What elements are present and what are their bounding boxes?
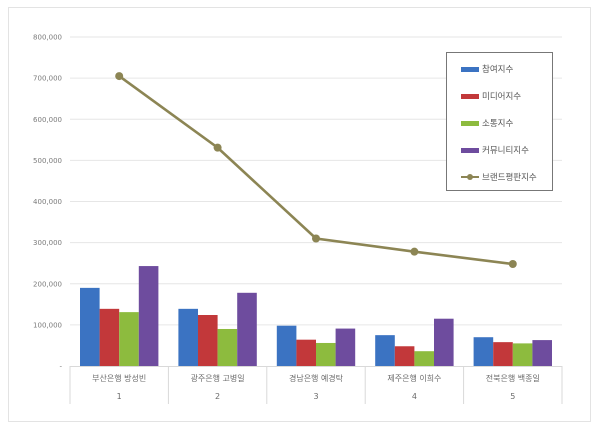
y-tick-label: 800,000 (33, 34, 62, 42)
bar (276, 325, 297, 366)
legend-item-media: 미디어지수 (461, 90, 521, 102)
y-tick-label: 600,000 (33, 116, 62, 124)
legend-swatch (461, 120, 479, 126)
y-tick-label: 400,000 (33, 198, 62, 206)
bar (119, 312, 139, 366)
legend-item-communication: 소통지수 (461, 117, 513, 129)
bar (414, 351, 434, 366)
bar (473, 337, 494, 366)
legend-item-brand-reputation: 브랜드평판지수 (461, 171, 537, 183)
x-category-label: 제주은행 이희수 (387, 373, 441, 383)
x-category-label: 전북은행 백종일 (486, 373, 540, 383)
x-category-label: 부산은행 방성빈 (92, 373, 146, 383)
legend-label: 참여지수 (482, 65, 514, 75)
bar (493, 342, 513, 366)
bar (296, 339, 316, 366)
x-rank-label: 2 (215, 392, 220, 401)
bar (138, 266, 159, 366)
bar (217, 328, 238, 366)
bar-series (80, 266, 552, 366)
legend-label: 미디어지수 (482, 92, 522, 102)
legend-label: 커뮤니티지수 (482, 146, 529, 156)
x-category-label: 광주은행 고병일 (191, 373, 245, 383)
legend-swatch (461, 93, 479, 99)
bar (512, 343, 533, 366)
x-rank-label: 3 (313, 392, 318, 401)
bar (434, 318, 454, 366)
legend-swatch (461, 66, 479, 72)
bar (178, 308, 198, 366)
y-tick-label: 500,000 (33, 157, 62, 165)
line-series (115, 72, 517, 269)
bar (198, 315, 218, 366)
legend-item-community: 커뮤니티지수 (461, 144, 529, 156)
bar (316, 342, 336, 366)
line-marker (213, 143, 222, 152)
y-tick-label: 700,000 (33, 75, 62, 83)
line-marker (508, 260, 517, 269)
legend-item-participation: 참여지수 (461, 63, 513, 75)
y-tick-label: - (59, 363, 62, 371)
legend: 참여지수 미디어지수 소통지수 커뮤니티지수 브랜드평판지수 (446, 52, 553, 191)
x-axis: 부산은행 방성빈 1 광주은행 고병일 2 경남은행 예경탁 3 제주은행 이희수 4 전북은행… (69, 366, 563, 404)
line-marker (115, 72, 124, 81)
legend-label: 소통지수 (482, 119, 514, 129)
bar (375, 335, 395, 366)
y-tick-label: 300,000 (33, 239, 62, 247)
line-marker (312, 234, 320, 243)
x-rank-label: 5 (510, 392, 515, 401)
bar (99, 308, 120, 366)
bar (394, 346, 415, 366)
bar (532, 340, 552, 366)
bar (80, 287, 100, 366)
y-axis: - 100,000 200,000 300,000 400,000 500,000 600,… (33, 34, 62, 371)
y-tick-label: 100,000 (33, 321, 62, 329)
x-category-label: 경남은행 예경탁 (289, 373, 344, 383)
y-tick-label: 200,000 (33, 280, 62, 288)
x-rank-label: 1 (117, 392, 122, 401)
line-marker (410, 247, 419, 256)
bar (335, 328, 356, 366)
legend-line-marker-icon (461, 174, 479, 180)
x-rank-label: 4 (412, 392, 417, 401)
bar (237, 292, 257, 366)
legend-label: 브랜드평판지수 (482, 173, 537, 183)
legend-swatch (461, 147, 479, 153)
